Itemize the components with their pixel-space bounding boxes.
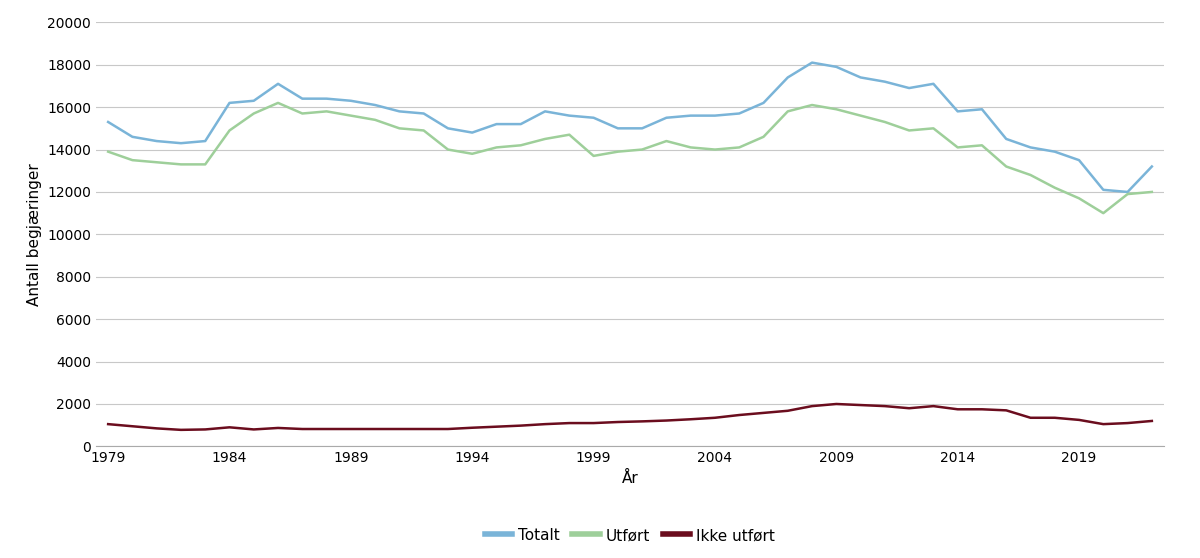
X-axis label: År: År <box>622 471 638 486</box>
Y-axis label: Antall begjæringer: Antall begjæringer <box>26 163 42 306</box>
Legend: Totalt, Utført, Ikke utført: Totalt, Utført, Ikke utført <box>479 522 781 549</box>
